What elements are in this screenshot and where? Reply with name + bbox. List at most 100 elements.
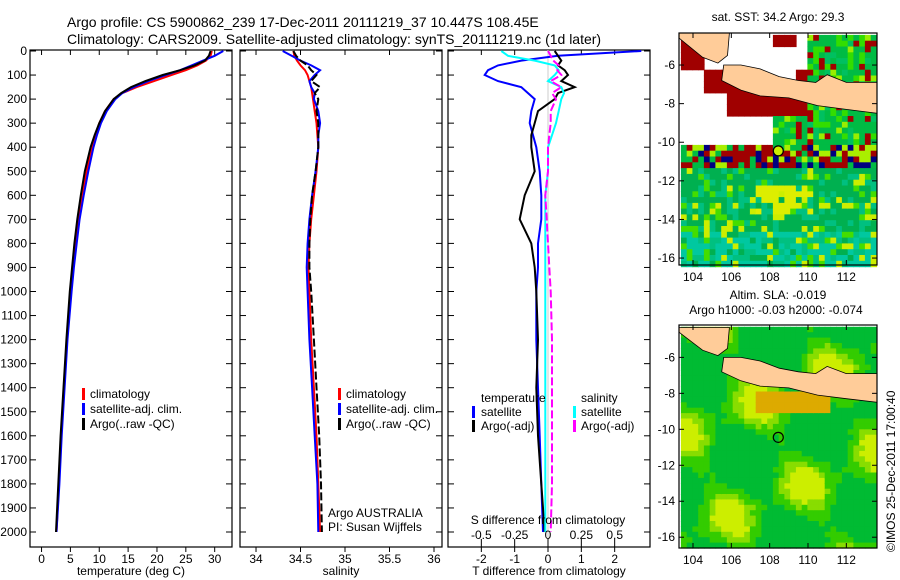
map-cell [703,162,711,169]
map-cell [721,418,728,425]
map-cell [726,343,734,349]
map-cell [824,231,832,239]
map-cell [749,92,757,100]
map-cell [795,413,803,420]
map-cell [732,231,740,239]
map-cell [784,467,791,474]
map-cell [801,202,809,210]
map-cell [807,40,814,48]
x2-tick-label: 0.25 [570,528,594,542]
map-cell [795,133,803,140]
map-cell [726,249,734,256]
map-cell [790,494,797,500]
map-cell [767,231,774,239]
map-cell [807,353,814,360]
map-cell [864,337,872,344]
map-cell [726,208,734,215]
map-cell [732,249,740,256]
map-cell [870,515,878,522]
map-cell [801,521,809,527]
map-cell [813,34,820,42]
map-cell [847,46,855,53]
map-cell [703,477,711,484]
map-cell [801,127,809,134]
map-cell [726,173,734,181]
map-cell [744,214,751,221]
map-cell [686,440,694,447]
map-cell [824,440,832,447]
map-cell [813,58,820,65]
legend-label: Argo(-adj) [481,419,534,433]
map-cell [680,237,688,244]
map-cell [686,461,694,468]
map-cell [853,63,860,71]
map-cell [813,343,820,349]
map-cell [738,168,745,175]
map-cell [680,407,688,414]
map-cell [824,255,832,262]
map-cell [801,396,809,403]
map-cell [698,144,705,152]
map-cell [841,537,849,544]
map-cell [749,418,757,425]
map-cell [818,173,826,181]
map-cell [715,231,722,239]
map-cell [836,429,843,436]
map-cell [698,375,705,382]
map-cell [847,202,855,210]
map-cell [721,526,728,533]
map-cell [686,191,694,198]
x-tick-label: -2 [476,552,487,566]
map-cell [692,375,699,382]
map-cell [813,418,820,425]
map-cell [749,413,757,420]
map-cell [761,185,768,192]
map-cell [790,249,797,256]
map-cell [847,440,855,447]
map-cell [824,483,832,490]
map-cell [813,499,820,506]
map-cell [738,488,745,495]
map-cell [744,472,751,479]
map-cell [847,231,855,239]
map-cell [732,326,740,333]
map-cell [715,391,722,398]
map-cell [795,531,803,538]
map-cell [721,537,728,544]
map-cell [732,483,740,490]
x-tick-label: 0 [545,552,552,566]
y-tick-label: -8 [664,386,675,400]
map-cell [870,429,878,436]
map-cell [853,226,860,233]
map-cell [795,391,803,398]
map-cell [686,429,694,436]
map-cell [830,526,837,533]
map-cell [784,423,791,430]
map-cell [698,434,705,441]
map-cell [818,472,826,479]
map-cell [686,249,694,256]
map-cell [824,504,832,511]
map-cell [698,418,705,425]
map-cell [859,423,866,430]
map-cell [692,461,699,468]
map-cell [847,63,855,71]
map-cell [859,69,866,77]
map-cell [749,214,757,221]
map-cell [784,542,791,549]
map-cell [853,249,860,256]
map-cell [686,494,694,500]
map-cell [824,133,832,140]
map-cell [726,456,734,463]
map-cell [772,440,780,447]
map-cell [784,353,791,360]
map-cell [778,220,786,227]
map-cell [698,531,705,538]
map-cell [853,418,860,425]
map-cell [864,343,872,349]
map-cell [836,110,843,117]
map-cell [790,488,797,495]
map-cell [830,332,837,339]
map-cell [790,423,797,430]
map-cell [824,243,832,250]
